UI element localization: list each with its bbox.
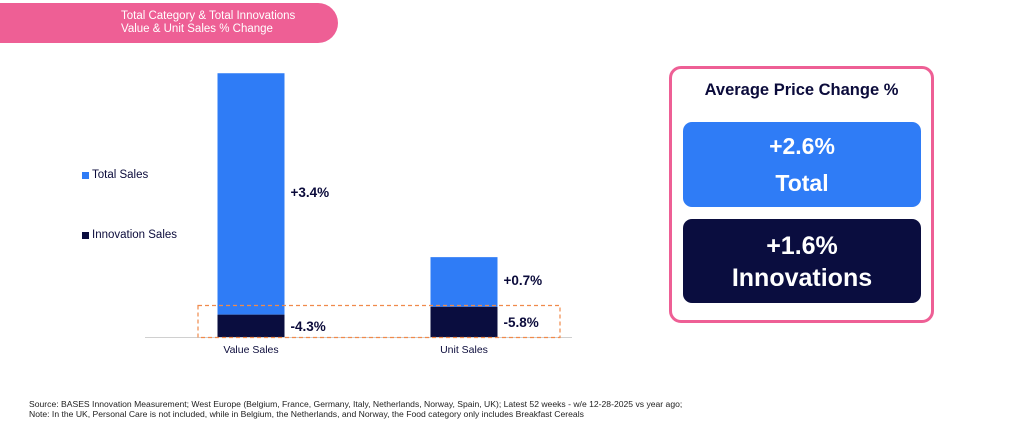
bar-total-0 [217, 73, 285, 315]
data-label-innovation-1: -5.8% [504, 315, 539, 330]
source-footnote: Source: BASES Innovation Measurement; We… [29, 399, 682, 419]
total-price-change-value: +2.6% [769, 133, 835, 159]
innovation-price-change-box: +1.6% Innovations [683, 219, 921, 303]
footnote-note: Note: In the UK, Personal Care is not in… [29, 409, 584, 419]
footnote-source: Source: BASES Innovation Measurement; We… [29, 399, 683, 409]
data-label-total-0: +3.4% [291, 185, 330, 200]
x-tick-label-1: Unit Sales [440, 344, 488, 356]
total-price-change-box: +2.6% Total [683, 122, 921, 207]
total-price-change-label: Total [775, 170, 829, 196]
legend-swatch-total [82, 171, 89, 179]
legend-item-innovation-sales: Innovation Sales [82, 229, 177, 241]
data-label-innovation-0: -4.3% [291, 319, 326, 334]
sales-change-chart: +3.4% -4.3% Value Sales +0.7% -5.8% Unit Sale… [145, 73, 572, 356]
chart-title-banner: Total Category & Total Innovations Value… [0, 3, 338, 43]
bar-total-1 [430, 257, 498, 307]
legend-swatch-innovation [82, 231, 89, 239]
data-label-total-1: +0.7% [504, 273, 543, 288]
price-panel-title: Average Price Change % [704, 81, 899, 99]
innovation-price-change-value: +1.6% [766, 232, 838, 260]
legend-item-total-sales: Total Sales [82, 169, 148, 181]
average-price-change-panel: Average Price Change % +2.6% Total +1.6%… [669, 66, 934, 323]
bar-innovation-0 [217, 314, 285, 337]
legend-label-total: Total Sales [92, 169, 149, 181]
chart-title-line-2: Value & Unit Sales % Change [121, 22, 273, 35]
innovation-highlight-box [197, 304, 561, 339]
chart-title-line-1: Total Category & Total Innovations [121, 10, 296, 22]
x-tick-label-0: Value Sales [223, 344, 278, 356]
bar-innovation-1 [430, 306, 498, 337]
innovation-price-change-label: Innovations [731, 264, 873, 292]
legend-label-innovation: Innovation Sales [92, 229, 178, 241]
